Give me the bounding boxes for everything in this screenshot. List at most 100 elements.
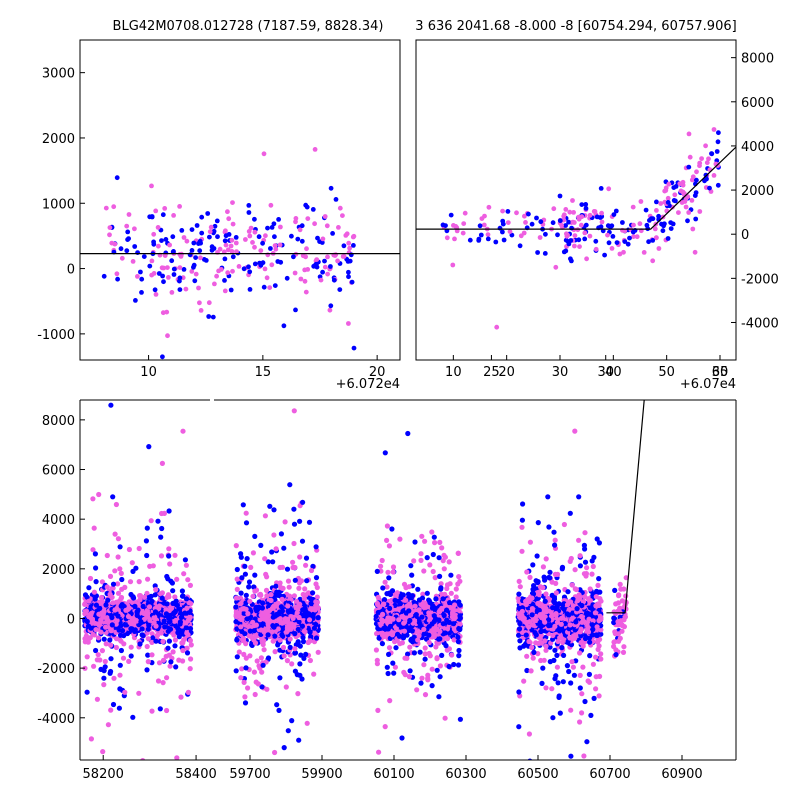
panel-top-right-point <box>452 237 457 242</box>
panel-top-left-point <box>178 265 183 270</box>
panel-bottom-point <box>303 652 308 657</box>
panel-bottom-point <box>140 626 145 631</box>
panel-top-right-point <box>558 218 563 223</box>
panel-bottom-point <box>406 608 411 613</box>
panel-bottom-point <box>425 555 430 560</box>
panel-top-left-point <box>229 288 234 293</box>
panel-top-left-point <box>291 254 296 259</box>
panel-top-right-point <box>666 236 671 241</box>
panel-bottom-point <box>292 522 297 527</box>
panel-bottom-point <box>121 633 126 638</box>
panel-bottom-point <box>300 624 305 629</box>
panel-bottom-point <box>418 558 423 563</box>
panel-top-left-point <box>311 207 316 212</box>
panel-top-right-y-tick-label: 8000 <box>741 52 774 67</box>
panel-bottom-point <box>290 560 295 565</box>
panel-bottom-point <box>168 659 173 664</box>
panel-top-left-point <box>329 186 334 191</box>
panel-bottom-point <box>397 537 402 542</box>
panel-bottom-point <box>88 626 93 631</box>
panel-top-left-point <box>102 274 107 279</box>
panel-bottom-point <box>311 672 316 677</box>
panel-bottom-point <box>291 616 296 621</box>
panel-bottom-point <box>259 655 264 660</box>
panel-bottom-point <box>262 647 267 652</box>
panel-bottom-point <box>382 597 387 602</box>
panel-bottom-point <box>112 568 117 573</box>
panel-top-left-point <box>165 333 170 338</box>
panel-top-right-point <box>602 253 607 258</box>
panel-bottom-point <box>422 539 427 544</box>
panel-bottom-point <box>233 604 238 609</box>
panel-top-right-point <box>538 219 543 224</box>
panel-bottom-point <box>283 519 288 524</box>
panel-top-left-point <box>231 222 236 227</box>
panel-top-left-point <box>139 290 144 295</box>
panel-bottom-point <box>385 570 390 575</box>
panel-bottom-point <box>242 631 247 636</box>
panel-bottom-point <box>85 690 90 695</box>
panel-top-right-point <box>562 250 567 255</box>
panel-bottom-point <box>254 623 259 628</box>
panel-bottom-point <box>447 664 452 669</box>
panel-bottom-point <box>300 500 305 505</box>
panel-top-left-point <box>109 241 114 246</box>
panel-bottom-point <box>404 656 409 661</box>
panel-top-right-point <box>709 151 714 156</box>
panel-bottom-point <box>313 599 318 604</box>
panel-bottom-point <box>244 520 249 525</box>
panel-bottom-point <box>407 674 412 679</box>
panel-top-left-point <box>303 279 308 284</box>
panel-top-left-point <box>215 234 220 239</box>
panel-top-left-point <box>340 213 345 218</box>
panel-bottom-point <box>283 616 288 621</box>
panel-bottom-point <box>185 650 190 655</box>
panel-bottom-point <box>89 611 94 616</box>
panel-bottom-point <box>430 667 435 672</box>
panel-bottom-point <box>164 654 169 659</box>
panel-bottom-point <box>103 659 108 664</box>
panel-bottom-point <box>426 610 431 615</box>
panel-bottom-point <box>156 678 161 683</box>
panel-top-right-point <box>451 223 456 228</box>
panel-top-left-point <box>162 206 167 211</box>
panel-top-right-point <box>615 240 620 245</box>
panel-top-left-point <box>270 225 275 230</box>
panel-bottom-point <box>101 682 106 687</box>
panel-bottom-point <box>432 632 437 637</box>
panel-top-right-point <box>523 220 528 225</box>
panel-top-left-point <box>192 278 197 283</box>
panel-bottom-point <box>390 632 395 637</box>
panel-top-left-point <box>198 255 203 260</box>
panel-top-left-point <box>262 151 267 156</box>
panel-bottom-point <box>183 620 188 625</box>
panel-bottom-point <box>425 591 430 596</box>
panel-top-left-point <box>223 289 228 294</box>
panel-top-left-point <box>338 206 343 211</box>
panel-bottom-point <box>269 549 274 554</box>
panel-top-right-point <box>642 250 647 255</box>
panel-bottom-point <box>297 661 302 666</box>
panel-top-right-point <box>558 194 563 199</box>
panel-bottom-point <box>241 502 246 507</box>
panel-bottom-point <box>257 592 262 597</box>
panel-bottom-point <box>541 564 546 569</box>
panel-top-left-point <box>138 270 143 275</box>
panel-top-right-y-tick-label: -2000 <box>741 272 779 287</box>
panel-bottom-point <box>415 637 420 642</box>
panel-top-left-point <box>196 286 201 291</box>
panel-bottom-point <box>109 615 114 620</box>
panel-top-right-point <box>685 218 690 223</box>
panel-bottom-point <box>184 596 189 601</box>
panel-top-right-point <box>606 186 611 191</box>
panel-bottom-point <box>145 610 150 615</box>
panel-bottom-point <box>304 578 309 583</box>
panel-top-right-point <box>693 250 698 255</box>
panel-top-right-point <box>666 200 671 205</box>
panel-bottom-point <box>160 639 165 644</box>
panel-top-right-point <box>712 127 717 132</box>
panel-bottom-point <box>137 641 142 646</box>
panel-top-left-point <box>267 285 272 290</box>
panel-top-left-point <box>124 248 129 253</box>
panel-bottom-point <box>170 580 175 585</box>
